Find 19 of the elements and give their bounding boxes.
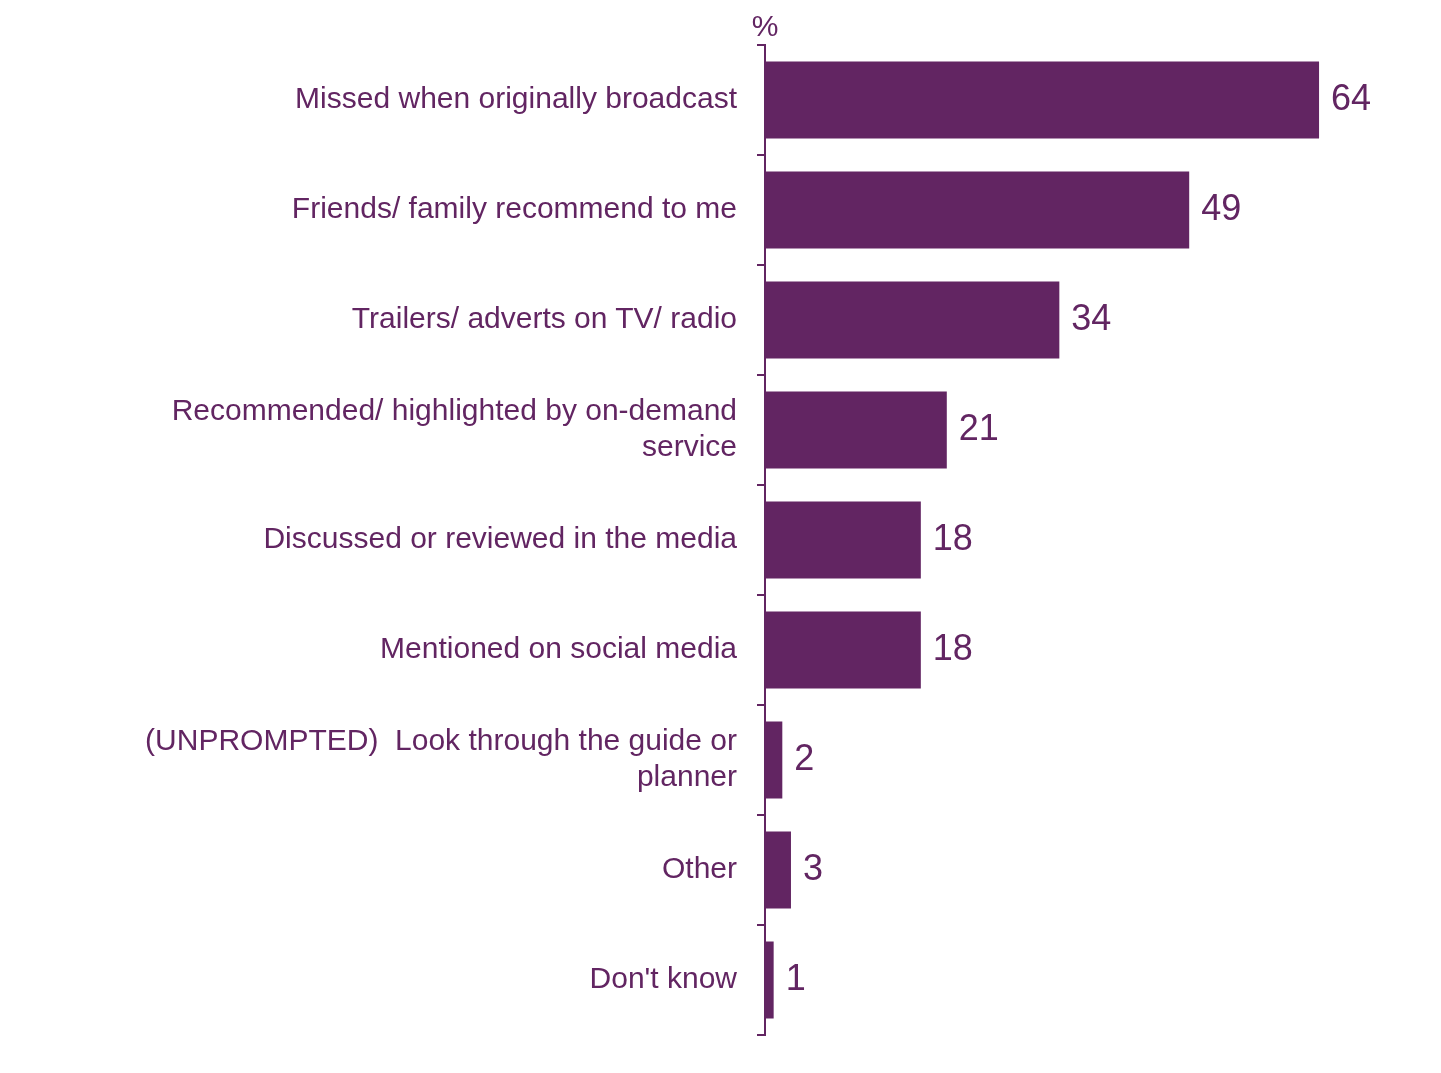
y-tick-label: Other (661, 851, 738, 885)
y-tick-label: (UNPROMPTED) Look through the guide or planner (145, 723, 738, 793)
text: % (751, 9, 779, 43)
data-label: 1 (785, 956, 806, 998)
y-tick-label: Trailers/ adverts on TV/ radio (351, 301, 737, 335)
data-label: 18 (932, 626, 973, 668)
y-tick-label: Discussed or reviewed in the media (263, 521, 738, 555)
y-tick-label: Missed when originally broadcast (295, 81, 738, 115)
data-label: 18 (932, 516, 973, 558)
y-tick-label: Mentioned on social media (380, 631, 738, 665)
y-tick-label: Recommended/ highlighted by on-demand service (171, 393, 737, 463)
data-label: 49 (1201, 186, 1242, 228)
data-label: 2 (794, 736, 815, 778)
y-tick-label: Don't know (589, 961, 738, 995)
data-label: 34 (1071, 296, 1112, 338)
data-label: 21 (958, 406, 999, 448)
data-label: 64 (1331, 76, 1372, 118)
data-label: 3 (802, 846, 823, 888)
y-tick-label: Friends/ family recommend to me (291, 191, 737, 225)
